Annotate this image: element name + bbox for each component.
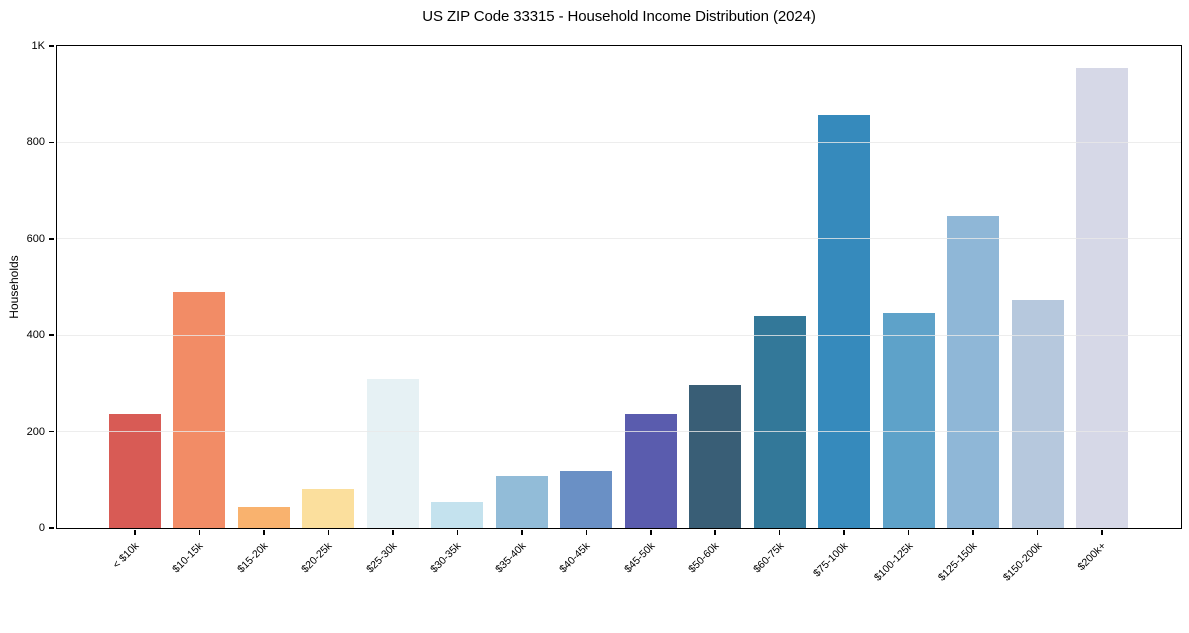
grid-layer (57, 46, 1181, 528)
bar (689, 385, 742, 528)
x-tick-mark (392, 529, 394, 535)
bar (302, 489, 355, 528)
y-tick-mark (49, 527, 54, 529)
y-axis-label: Households (7, 255, 21, 319)
bar (1011, 300, 1064, 528)
y-tick-label: 1K (31, 40, 45, 52)
x-tick-mark (521, 529, 523, 535)
x-tick-mark (843, 529, 845, 535)
bar (237, 506, 290, 528)
bar (947, 215, 1000, 528)
bar (431, 501, 484, 528)
y-tick-label: 800 (26, 136, 45, 149)
x-tick-mark (714, 529, 716, 535)
x-tick-mark (327, 529, 330, 535)
x-tick-mark (198, 529, 201, 535)
plot-area: 0 200 400 600 800 1K < $10k $10-15k $15-20k $20-… (27, 40, 1182, 584)
x-tick-mark (456, 529, 459, 535)
y-tick-label: 600 (26, 232, 45, 245)
x-tick-mark (134, 529, 136, 535)
y-tick-mark (49, 45, 54, 47)
bar (882, 313, 935, 528)
y-tick-label: 0 (38, 522, 45, 534)
chart-title: US ZIP Code 33315 - Household Income Dis… (422, 8, 816, 25)
x-tick-mark (1101, 529, 1103, 535)
bar (818, 114, 871, 528)
x-tick-mark (1036, 529, 1039, 535)
bar (109, 413, 161, 528)
y-axis: 0 200 400 600 800 1K (27, 40, 1181, 534)
y-tick-mark (49, 334, 54, 336)
gridline (57, 334, 1181, 336)
gridline (57, 141, 1181, 143)
y-tick-label: 200 (26, 425, 45, 438)
bar (560, 471, 613, 528)
x-axis: < $10k $10-15k $15-20k $20-25k $25-30k $30-35… (57, 46, 1181, 584)
y-tick-mark (49, 430, 54, 433)
y-tick-mark (49, 141, 54, 144)
bar (173, 291, 226, 528)
bar (753, 315, 806, 528)
x-tick-mark (650, 529, 652, 535)
x-tick-mark (778, 529, 781, 535)
x-tick-mark (907, 529, 910, 535)
figure: US ZIP Code 33315 - Household Income Dis… (7, 8, 1182, 584)
bar (366, 378, 419, 528)
bars-layer (57, 46, 1181, 528)
bar (1076, 67, 1129, 528)
y-tick-label: 400 (26, 329, 45, 342)
x-tick-mark (263, 529, 265, 535)
bar (495, 475, 548, 528)
gridline (57, 431, 1181, 433)
gridline (57, 238, 1181, 240)
y-tick-mark (49, 238, 54, 240)
x-tick-mark (585, 529, 588, 535)
bar (624, 414, 677, 528)
x-tick-mark (972, 529, 974, 535)
